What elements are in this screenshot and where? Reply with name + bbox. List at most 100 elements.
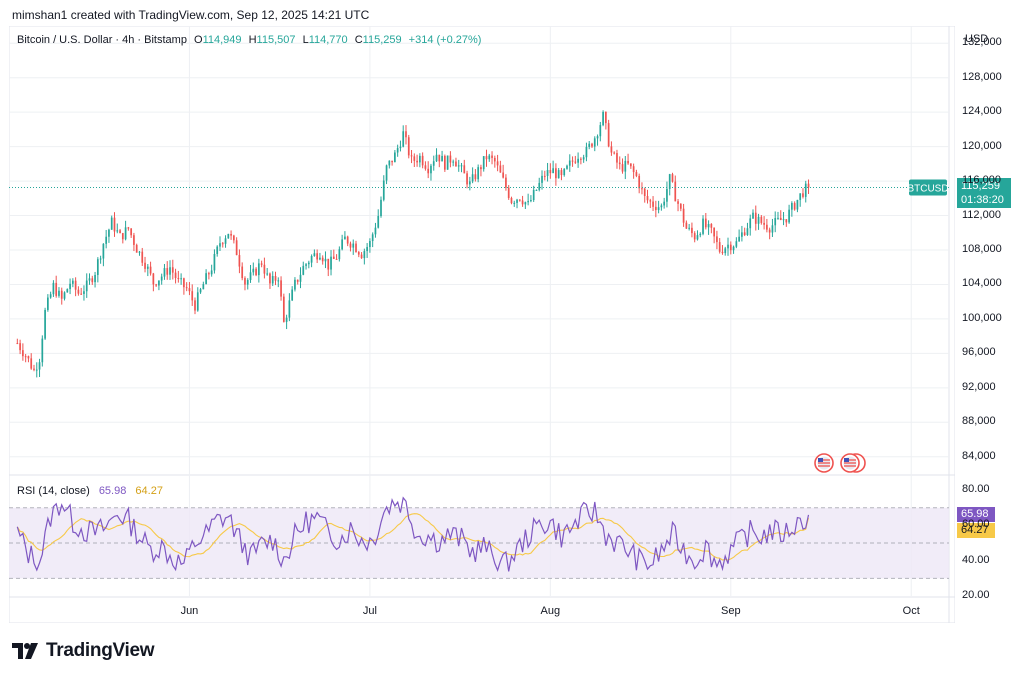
candle-body — [696, 235, 699, 240]
candle-body — [332, 256, 335, 259]
candle-body — [302, 265, 305, 275]
usd-label[interactable]: USD — [965, 33, 989, 45]
candle-body — [530, 200, 532, 202]
candle-body — [188, 288, 191, 292]
candle-body — [471, 174, 474, 182]
candle-body — [616, 153, 618, 163]
candle-body — [496, 161, 499, 166]
candle-body — [349, 243, 352, 248]
candle-body — [324, 258, 327, 262]
chart-credit: mimshan1 created with TradingView.com, S… — [12, 8, 370, 22]
candle-body — [754, 212, 757, 224]
candle-body — [52, 282, 55, 295]
candle-body — [169, 267, 171, 275]
rsi-tick-label[interactable]: 20.00 — [962, 589, 990, 601]
candle-body — [269, 273, 271, 284]
candle-body — [27, 356, 30, 359]
candle-body — [527, 201, 529, 203]
price-tick-label[interactable]: 84,000 — [962, 449, 996, 462]
candle-body — [610, 146, 613, 153]
candle-body — [385, 165, 388, 181]
chart-area[interactable]: Bitcoin / U.S. Dollar · 4h · Bitstamp O1… — [9, 26, 955, 623]
candle-body — [721, 251, 724, 254]
legend-close: 115,259 — [363, 34, 402, 46]
candle-body — [768, 229, 771, 233]
candle-countdown: 01:38:20 — [961, 194, 1004, 207]
candle-body — [196, 292, 199, 311]
candle-body — [396, 148, 399, 153]
price-tick-label[interactable]: 100,000 — [962, 311, 1002, 324]
time-tick-label[interactable]: Aug — [541, 605, 561, 617]
rsi-tick-label[interactable]: 60.00 — [962, 518, 990, 531]
us-flag-event-group-icon[interactable] — [840, 453, 866, 473]
candle-body — [63, 292, 66, 299]
candle-body — [468, 181, 471, 185]
candle-body — [641, 188, 643, 190]
candle-body — [185, 287, 188, 289]
candle-body — [546, 169, 549, 176]
price-tag-text: 115,259 01:38:20 — [957, 178, 1011, 209]
time-axis-ticks[interactable]: Jun Jul Aug Sep Oct — [181, 605, 920, 617]
candle-body — [166, 268, 169, 275]
price-tick-label[interactable]: 112,000 — [962, 208, 1001, 221]
price-tick-label[interactable]: 128,000 — [962, 70, 1002, 83]
tradingview-logo[interactable]: TradingView — [12, 640, 155, 662]
legend-open-label: O — [194, 34, 203, 46]
candle-body — [516, 199, 518, 203]
candle-body — [180, 278, 182, 280]
time-tick-label[interactable]: Sep — [721, 605, 741, 617]
candle-body — [238, 255, 241, 267]
candle-body — [191, 291, 194, 301]
candle-body — [538, 182, 541, 190]
price-tick-label[interactable]: 96,000 — [962, 346, 996, 359]
price-tick-label[interactable]: 132,000 — [962, 36, 1002, 49]
candle-body — [535, 189, 538, 191]
price-tick-label[interactable]: 124,000 — [962, 105, 1002, 118]
candle-body — [763, 222, 765, 225]
candle-body — [377, 216, 380, 228]
candle-body — [327, 258, 330, 270]
candle-body — [246, 279, 249, 285]
candle-body — [19, 343, 21, 351]
candle-body — [249, 272, 252, 280]
candle-body — [316, 253, 319, 260]
candle-body — [177, 278, 180, 280]
tradingview-logo-icon — [12, 643, 38, 659]
candle-body — [752, 212, 754, 219]
candle-body — [391, 160, 393, 163]
price-tick-label[interactable]: 92,000 — [962, 380, 996, 393]
price-tick-label[interactable]: 108,000 — [962, 243, 1002, 255]
candle-body — [394, 152, 396, 163]
price-tick-label[interactable]: 104,000 — [962, 277, 1002, 290]
candle-body — [777, 217, 779, 219]
legend-change: +314 (+0.27%) — [409, 34, 482, 46]
candle-body — [807, 183, 810, 188]
time-tick-label[interactable]: Oct — [903, 605, 920, 617]
candle-body — [771, 225, 774, 233]
candle-body — [288, 300, 291, 318]
candle-body — [313, 253, 316, 257]
candle-body — [599, 125, 602, 137]
rsi-tick-label[interactable]: 40.00 — [962, 553, 990, 566]
time-tick-label[interactable]: Jun — [181, 605, 199, 617]
candle-body — [632, 166, 635, 173]
price-tick-label[interactable]: 116,000 — [962, 174, 1001, 187]
price-tick-label[interactable]: 120,000 — [962, 139, 1002, 152]
candle-body — [485, 156, 488, 160]
candle-body — [405, 131, 407, 138]
candle-body — [55, 282, 58, 296]
candle-body — [152, 273, 155, 285]
rsi-title: RSI (14, close) — [17, 485, 90, 497]
candle-body — [788, 209, 790, 223]
rsi-tick-label[interactable]: 80.00 — [962, 483, 990, 496]
candle-body — [346, 236, 349, 244]
candle-body — [83, 291, 85, 294]
candle-body — [743, 232, 746, 236]
candle-body — [271, 276, 274, 284]
candle-body — [727, 244, 729, 249]
time-tick-label[interactable]: Jul — [363, 605, 377, 617]
us-flag-event-icon[interactable] — [814, 453, 834, 473]
price-tick-label[interactable]: 88,000 — [962, 415, 996, 428]
rsi-lines — [16, 496, 810, 572]
candle-body — [419, 155, 421, 163]
